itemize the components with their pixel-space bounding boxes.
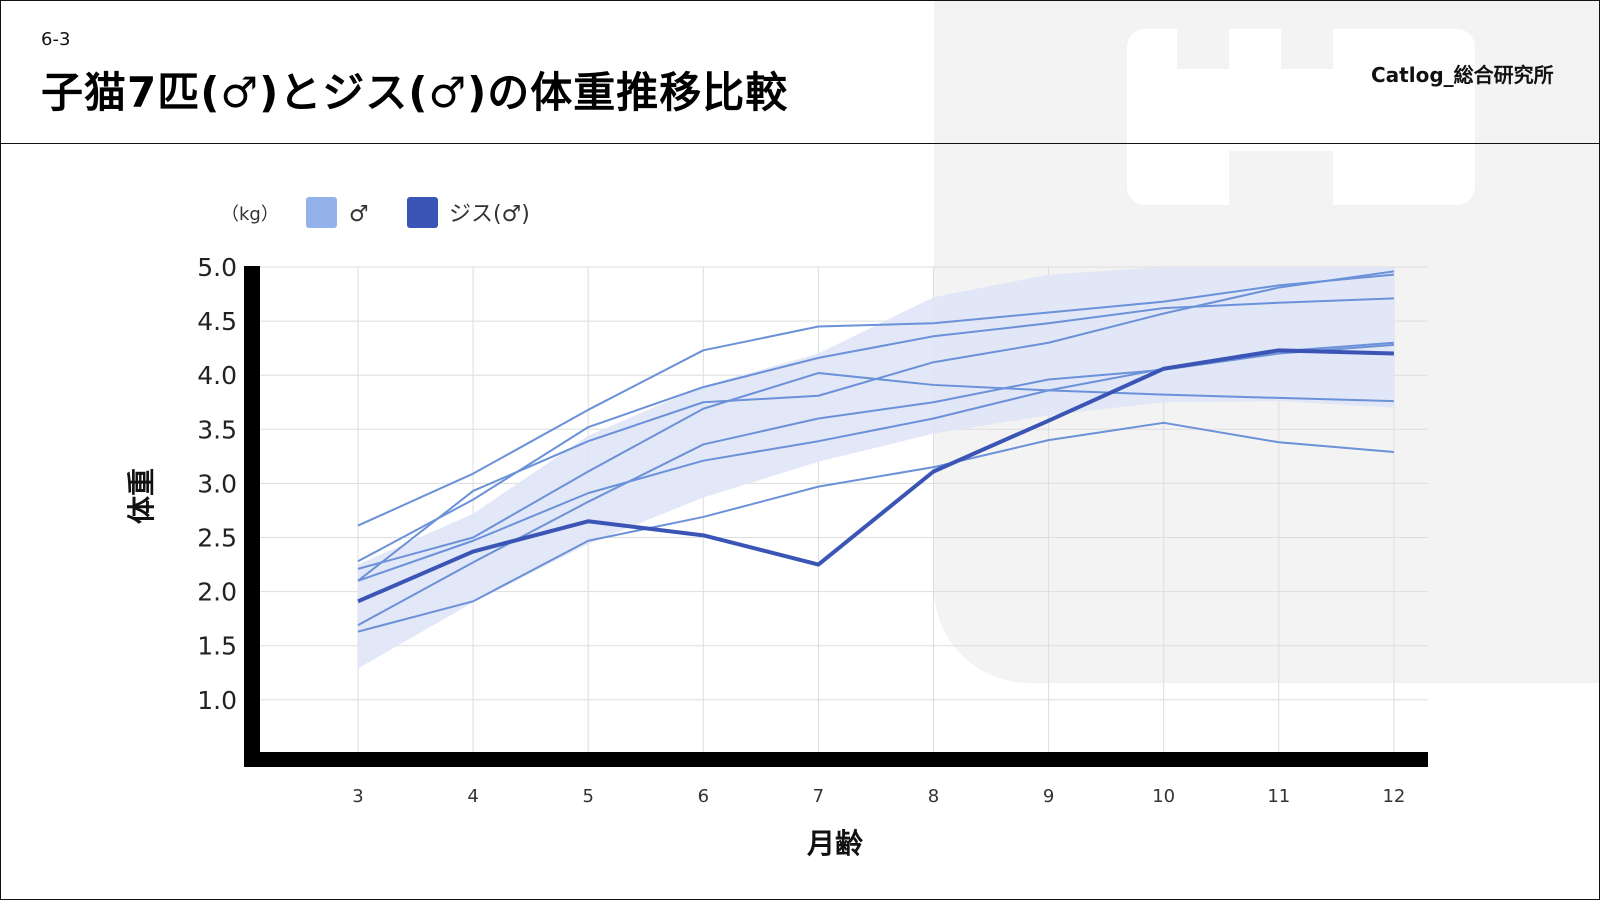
y-tick-label: 1.0 xyxy=(197,686,237,715)
x-axis-line xyxy=(244,752,1428,767)
male-series-line xyxy=(357,273,1394,527)
y-tick-label: 5.0 xyxy=(197,253,237,282)
y-unit-label: （kg） xyxy=(221,204,279,225)
y-axis-title: 体重 xyxy=(125,468,158,524)
x-tick-label: 8 xyxy=(928,786,939,807)
y-tick-label: 4.5 xyxy=(197,307,237,336)
header-divider xyxy=(1,143,1599,144)
brand-label: Catlog_総合研究所 xyxy=(1371,63,1554,87)
x-tick-label: 3 xyxy=(352,786,363,807)
legend-swatch-male xyxy=(306,197,337,228)
x-tick-label: 10 xyxy=(1152,786,1175,807)
male-series-line xyxy=(357,421,1394,633)
legend-label-male: ♂ xyxy=(349,202,369,227)
y-axis-line xyxy=(244,266,260,766)
x-tick-label: 12 xyxy=(1382,786,1405,807)
legend-label-jisu: ジス(♂) xyxy=(449,202,530,227)
x-tick-label: 9 xyxy=(1043,786,1054,807)
x-tick-label: 4 xyxy=(467,786,478,807)
watermark-logo-notch xyxy=(1229,151,1333,205)
x-tick-label: 5 xyxy=(582,786,593,807)
x-axis-title: 月齢 xyxy=(806,827,863,860)
male-series-line xyxy=(357,297,1394,563)
y-tick-label: 3.5 xyxy=(197,415,237,444)
jisu-series-line xyxy=(357,348,1394,604)
male-range-area xyxy=(358,267,1394,669)
y-tick-label: 4.0 xyxy=(197,361,237,390)
y-tick-label: 1.5 xyxy=(197,632,237,661)
y-tick-label: 2.0 xyxy=(197,578,237,607)
male-range-band xyxy=(358,267,1394,669)
x-tick-label: 7 xyxy=(813,786,824,807)
male-series-line xyxy=(357,372,1394,570)
y-tick-label: 3.0 xyxy=(197,469,237,498)
watermark-logo-notch xyxy=(1281,29,1333,69)
watermark-logo-notch xyxy=(1177,29,1229,69)
tick-labels: 1.0 1.5 2.0 2.5 3.0 3.5 4.0 4.5 5.0 3 4 5 6 7 8 9 10 11 12 xyxy=(197,253,1405,807)
y-tick-label: 2.5 xyxy=(197,524,237,553)
x-tick-label: 6 xyxy=(698,786,709,807)
page-title: 子猫7匹(♂)とジス(♂)の体重推移比較 xyxy=(41,68,789,117)
jisu-series-group xyxy=(357,348,1394,604)
male-series-line xyxy=(357,343,1394,627)
legend-swatch-jisu xyxy=(407,197,438,228)
section-number: 6-3 xyxy=(41,29,71,50)
x-tick-label: 11 xyxy=(1267,786,1290,807)
axes xyxy=(244,266,1428,767)
